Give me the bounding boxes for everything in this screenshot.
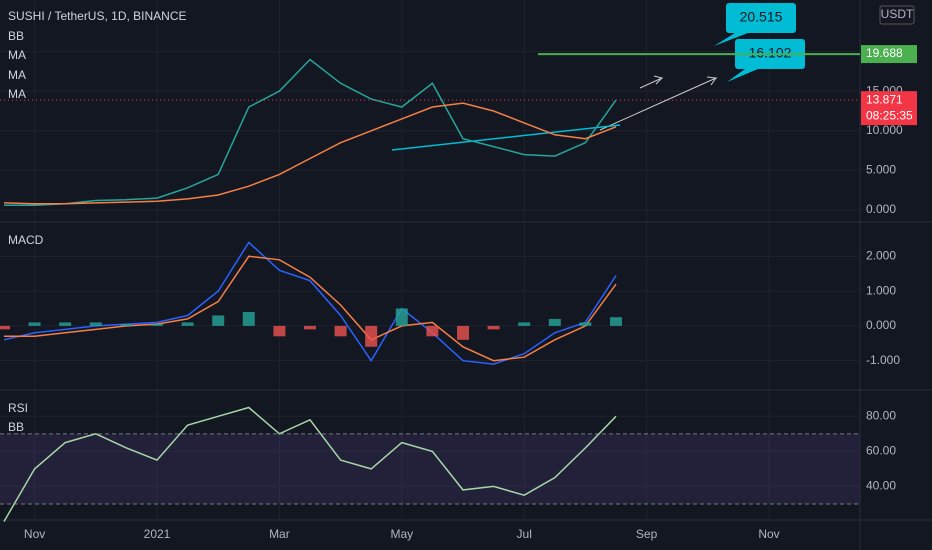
x-tick-label: Mar [269, 527, 290, 541]
series-line [4, 58, 617, 206]
series-line [3, 406, 617, 522]
histogram-bar [365, 325, 378, 347]
y-tick-label: 1.000 [866, 283, 896, 297]
histogram-bar [579, 322, 592, 326]
indicator-label: MA [8, 68, 26, 82]
trend-line [391, 124, 621, 151]
x-tick-label: Nov [24, 527, 45, 541]
chart-title: SUSHI / TetherUS, 1D, BINANCE [8, 9, 187, 23]
x-tick-label: Nov [758, 527, 779, 541]
pane-title: RSI [8, 401, 28, 415]
pane-title: MACD [8, 233, 44, 247]
histogram-bar [273, 325, 286, 337]
histogram-bar [89, 322, 102, 326]
histogram-bar [151, 324, 163, 326]
last-price-box [861, 91, 917, 126]
histogram-bar [0, 325, 10, 330]
countdown: 08:25:35 [866, 108, 913, 122]
level-band [0, 433, 860, 504]
histogram-bar [120, 324, 133, 326]
x-tick-label: May [390, 527, 413, 541]
last-price-label: 13.871 [866, 92, 903, 106]
currency-box [879, 5, 915, 25]
series-line [3, 102, 617, 205]
price-level-box [861, 45, 917, 64]
histogram-bar [395, 308, 408, 326]
x-tick-label: Jul [517, 527, 532, 541]
x-tick-label: Sep [636, 527, 658, 541]
price-level-label: 19.688 [866, 46, 903, 60]
histogram-bar [242, 311, 255, 326]
y-tick-label: 0.000 [866, 202, 896, 216]
arrow [599, 76, 718, 131]
histogram-bar [59, 322, 72, 326]
indicator-label: MA [8, 87, 26, 101]
histogram-bar [426, 325, 439, 337]
histogram-bar [548, 318, 561, 326]
y-tick-label: 0.000 [866, 318, 896, 332]
indicator-label: MA [8, 48, 26, 62]
histogram-bar [28, 322, 41, 326]
y-tick-label: -1.000 [866, 353, 900, 367]
series-line [3, 241, 617, 365]
y-tick-label: 40.00 [866, 479, 896, 493]
x-tick-label: 2021 [144, 527, 171, 541]
y-tick-label: 80.00 [866, 408, 896, 422]
histogram-bar [487, 325, 500, 330]
y-tick-label: 5.000 [866, 163, 896, 177]
callout [726, 3, 796, 33]
histogram-bar [304, 325, 316, 330]
y-tick-label: 60.00 [866, 444, 896, 458]
indicator-label: BB [8, 29, 24, 43]
callout-label: 20.515 [740, 9, 783, 25]
histogram-bar [181, 322, 194, 326]
indicator-label: BB [8, 420, 24, 434]
histogram-bar [334, 325, 347, 337]
series-line [4, 255, 617, 362]
y-tick-label: 10.000 [866, 123, 903, 137]
callout-pointer [714, 33, 748, 46]
histogram-bar [212, 315, 225, 326]
callout-pointer [727, 69, 758, 82]
arrow [639, 75, 664, 89]
histogram-bar [610, 317, 622, 326]
callout-label: 16.102 [749, 45, 792, 61]
y-tick-label: 2.000 [866, 249, 896, 263]
histogram-bar [518, 322, 531, 326]
histogram-bar [457, 325, 469, 340]
currency: USDT [881, 7, 914, 21]
